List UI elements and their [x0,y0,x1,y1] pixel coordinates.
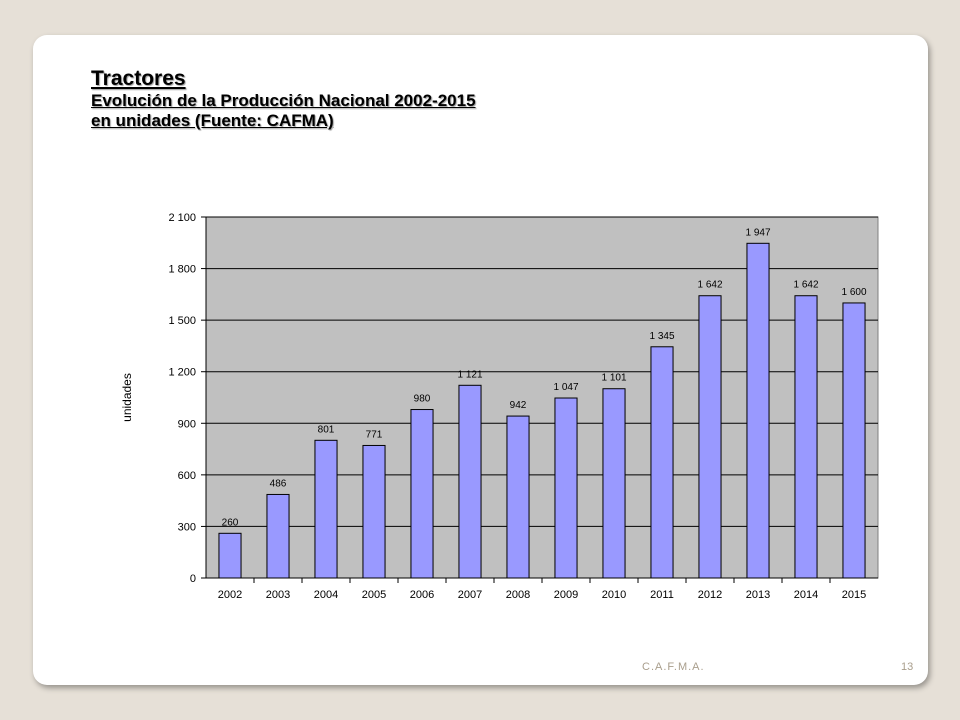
x-tick-label: 2015 [842,589,866,601]
y-axis: 0 300 600 900 1 200 1 500 1 800 2 100 [168,212,207,585]
data-label: 1 642 [793,280,818,291]
data-label: 1 047 [553,382,578,393]
y-axis-label: unidades [120,373,134,422]
y-tick-label: 0 [190,573,196,585]
data-label: 942 [510,400,527,411]
data-label: 260 [222,517,239,528]
x-tick-label: 2009 [554,589,578,601]
slide-title: Tractores [91,67,186,90]
data-label: 1 600 [841,287,866,298]
bar-2004 [314,439,338,579]
data-label: 771 [366,429,383,440]
footer-text: C.A.F.M.A. [642,661,705,673]
x-tick-label: 2004 [314,589,338,601]
slide-subtitle-source: en unidades (Fuente: CAFMA) [91,111,334,130]
page-number: 13 [901,661,914,673]
x-tick-label: 2005 [362,589,386,601]
x-tick-label: 2011 [650,589,674,601]
bar-2011 [650,346,674,579]
y-tick-label: 1 200 [168,367,196,379]
y-tick-label: 2 100 [168,212,196,224]
data-label: 1 121 [457,369,482,380]
x-tick-label: 2012 [698,589,722,601]
x-axis: 2002 2003 2004 2005 2006 2007 2008 2009 2010 2011… [206,577,878,601]
plot-area [205,216,879,579]
data-label: 1 947 [745,227,770,238]
bar-2003 [266,493,290,579]
bar-2014 [794,295,818,579]
data-label: 1 642 [697,280,722,291]
x-tick-label: 2008 [506,589,530,601]
y-tick-label: 1 800 [168,264,196,276]
bar-2006 [410,409,434,579]
slide-subtitle: Evolución de la Producción Nacional 2002… [91,91,476,110]
x-tick-label: 2013 [746,589,770,601]
bars-group [218,242,866,579]
y-tick-label: 900 [178,418,196,430]
y-tick-label: 1 500 [168,315,196,327]
x-tick-label: 2010 [602,589,626,601]
bar-2013 [746,242,770,579]
bar-2008 [506,415,530,579]
bar-2007 [458,384,482,579]
data-label: 486 [270,478,287,489]
data-label: 1 345 [649,331,674,342]
data-label: 1 101 [601,373,626,384]
bar-2005 [362,444,386,579]
data-label: 980 [414,394,431,405]
bar-2002 [218,532,242,579]
x-tick-label: 2007 [458,589,482,601]
x-tick-label: 2014 [794,589,818,601]
data-label: 801 [318,424,335,435]
x-tick-label: 2006 [410,589,434,601]
x-tick-label: 2003 [266,589,290,601]
title-block: Tractores Evolución de la Producción Nac… [91,67,476,131]
bar-2012 [698,295,722,579]
y-tick-label: 600 [178,470,196,482]
bar-2009 [554,397,578,579]
y-tick-label: 300 [178,521,196,533]
bar-2010 [602,388,626,579]
x-tick-label: 2002 [218,589,242,601]
bar-2015 [842,302,866,579]
data-labels-group: 260 486 801 771 980 1 121 942 1 047 1 101 1 345 1 … [222,227,867,528]
